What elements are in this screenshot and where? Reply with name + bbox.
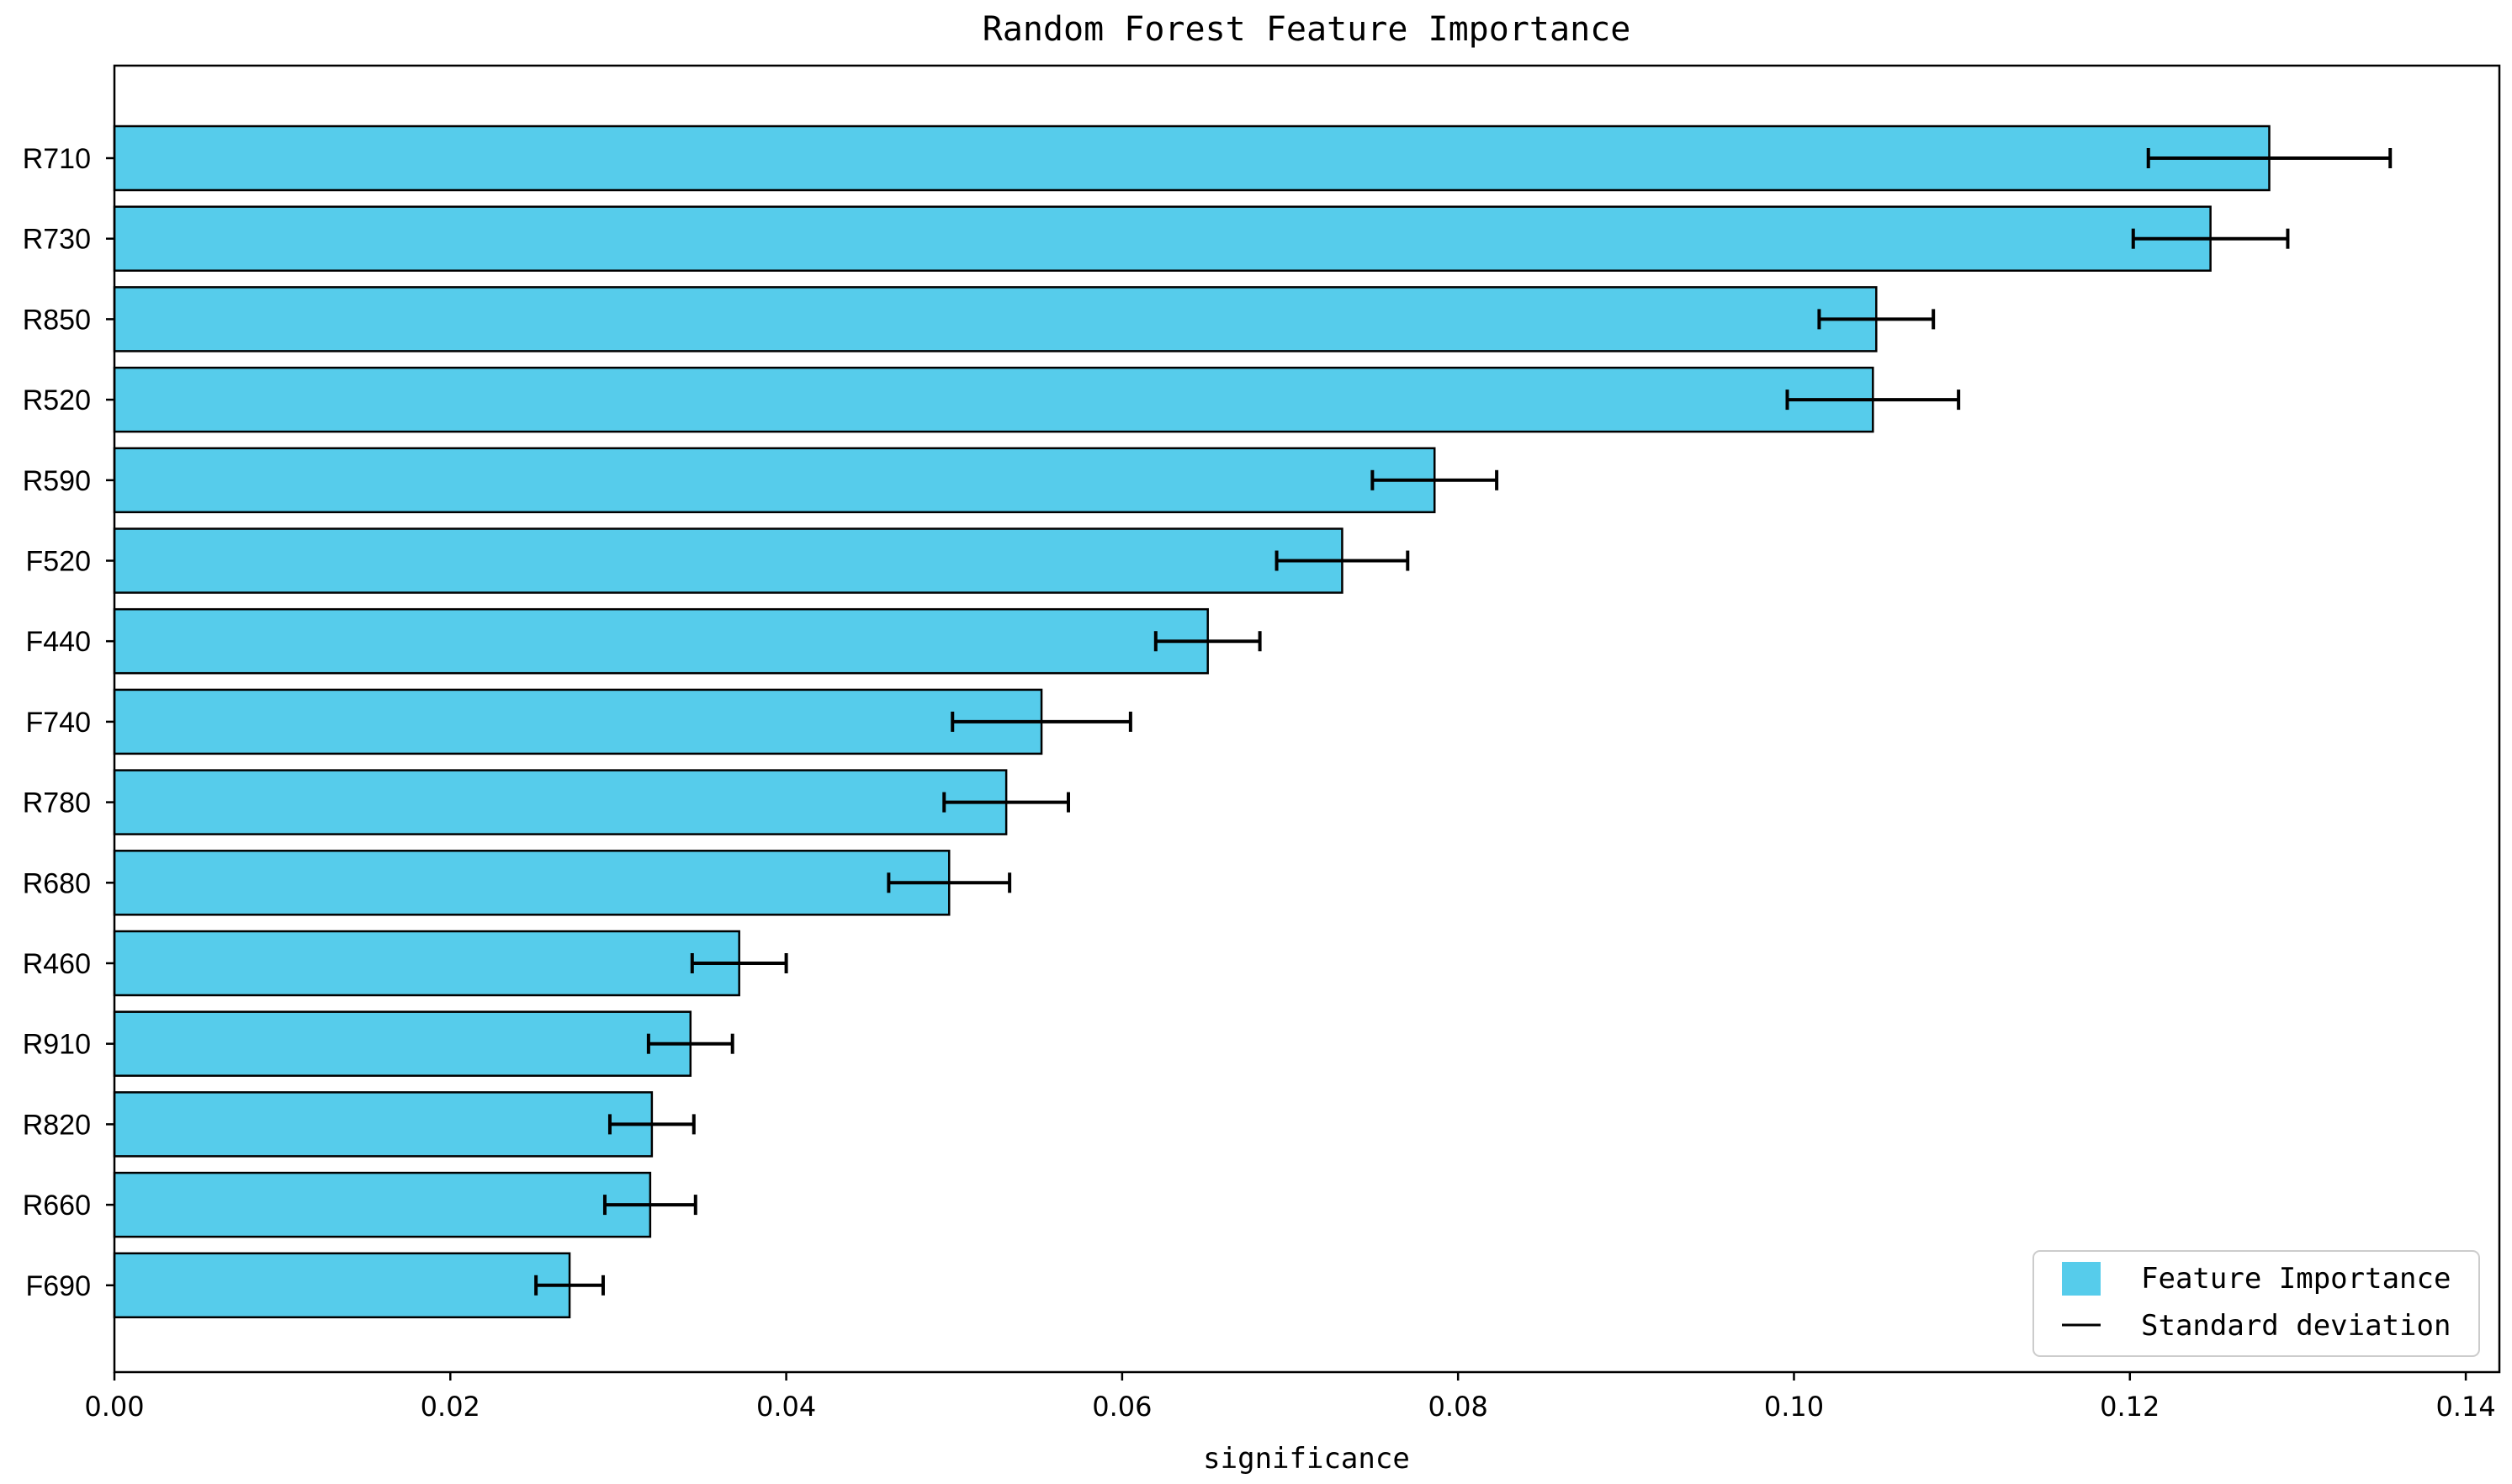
bar-r910 xyxy=(113,1010,692,1077)
y-tick-label-r820: R820 xyxy=(23,1109,91,1141)
x-axis: 0.00 0.02 0.04 0.06 0.08 0.10 0.12 0.14 xyxy=(84,1372,2496,1423)
y-tick-label-f690: F690 xyxy=(26,1270,92,1302)
error-bar-r590 xyxy=(1370,469,1499,490)
error-bar-f520 xyxy=(1275,550,1410,571)
error-bars-layer xyxy=(534,148,2393,1296)
bar-r460 xyxy=(113,930,740,997)
y-tick-label-r780: R780 xyxy=(23,787,91,819)
chart-title: Random Forest Feature Importance xyxy=(983,10,1631,49)
y-tick-label-r850: R850 xyxy=(23,304,91,336)
y-tick-label-f520: F520 xyxy=(26,546,92,578)
y-tick-label-f440: F440 xyxy=(26,626,92,658)
error-bar-r850 xyxy=(1817,309,1936,330)
error-bar-r910 xyxy=(646,1033,734,1054)
x-tick-label: 0.04 xyxy=(756,1391,816,1423)
y-tick-label-f740: F740 xyxy=(26,707,92,739)
error-bar-r820 xyxy=(607,1114,696,1135)
bar-r680 xyxy=(113,850,951,916)
x-axis-label: significance xyxy=(1203,1442,1410,1476)
error-bar-r520 xyxy=(1785,390,1961,411)
bar-r520 xyxy=(113,366,1874,433)
legend: Feature Importance Standard deviation xyxy=(2032,1250,2480,1357)
y-tick-label-r520: R520 xyxy=(23,384,91,416)
x-tick-label: 0.08 xyxy=(1428,1391,1488,1423)
legend-label-standard-deviation: Standard deviation xyxy=(2141,1309,2451,1343)
error-bar-f440 xyxy=(1153,631,1262,652)
legend-frame xyxy=(2032,1250,2480,1357)
bars-layer xyxy=(113,125,2271,1319)
error-bar-r680 xyxy=(887,872,1012,893)
bar-r850 xyxy=(113,286,1878,352)
y-tick-label-r660: R660 xyxy=(23,1190,91,1222)
y-tick-label-r590: R590 xyxy=(23,465,91,497)
y-tick-label-r730: R730 xyxy=(23,224,91,256)
bar-r820 xyxy=(113,1091,654,1158)
error-bar-r660 xyxy=(602,1195,697,1216)
y-axis: R710 R730 R850 R520 R590 F520 F440 F740 R780 R680… xyxy=(23,143,114,1302)
bar-f520 xyxy=(113,527,1343,594)
x-tick-label: 0.12 xyxy=(2100,1391,2160,1423)
y-tick-label-r910: R910 xyxy=(23,1029,91,1061)
error-bar-r710 xyxy=(2146,148,2393,168)
bar-f690 xyxy=(113,1252,571,1319)
x-tick-label: 0.06 xyxy=(1092,1391,1152,1423)
error-bar-f690 xyxy=(534,1275,605,1296)
x-tick-label: 0.10 xyxy=(1764,1391,1824,1423)
error-bar-r460 xyxy=(690,953,788,973)
bar-r660 xyxy=(113,1171,652,1238)
x-tick-label: 0.00 xyxy=(84,1391,144,1423)
legend-swatch-feature-importance xyxy=(2062,1262,2101,1296)
bar-r710 xyxy=(113,125,2271,192)
error-bar-r730 xyxy=(2131,228,2290,249)
x-tick-label: 0.02 xyxy=(421,1391,480,1423)
bar-r730 xyxy=(113,205,2212,272)
bar-f440 xyxy=(113,607,1209,675)
y-tick-label-r460: R460 xyxy=(23,948,91,980)
y-tick-label-r680: R680 xyxy=(23,867,91,899)
y-tick-label-r710: R710 xyxy=(23,143,91,175)
error-bar-r780 xyxy=(942,792,1070,813)
bar-r590 xyxy=(113,447,1436,514)
error-bar-f740 xyxy=(951,711,1132,732)
legend-label-feature-importance: Feature Importance xyxy=(2141,1262,2451,1296)
x-tick-label: 0.14 xyxy=(2435,1391,2495,1423)
plot-frame xyxy=(113,64,2501,1374)
bar-r780 xyxy=(113,769,1008,835)
bar-f740 xyxy=(113,688,1043,755)
